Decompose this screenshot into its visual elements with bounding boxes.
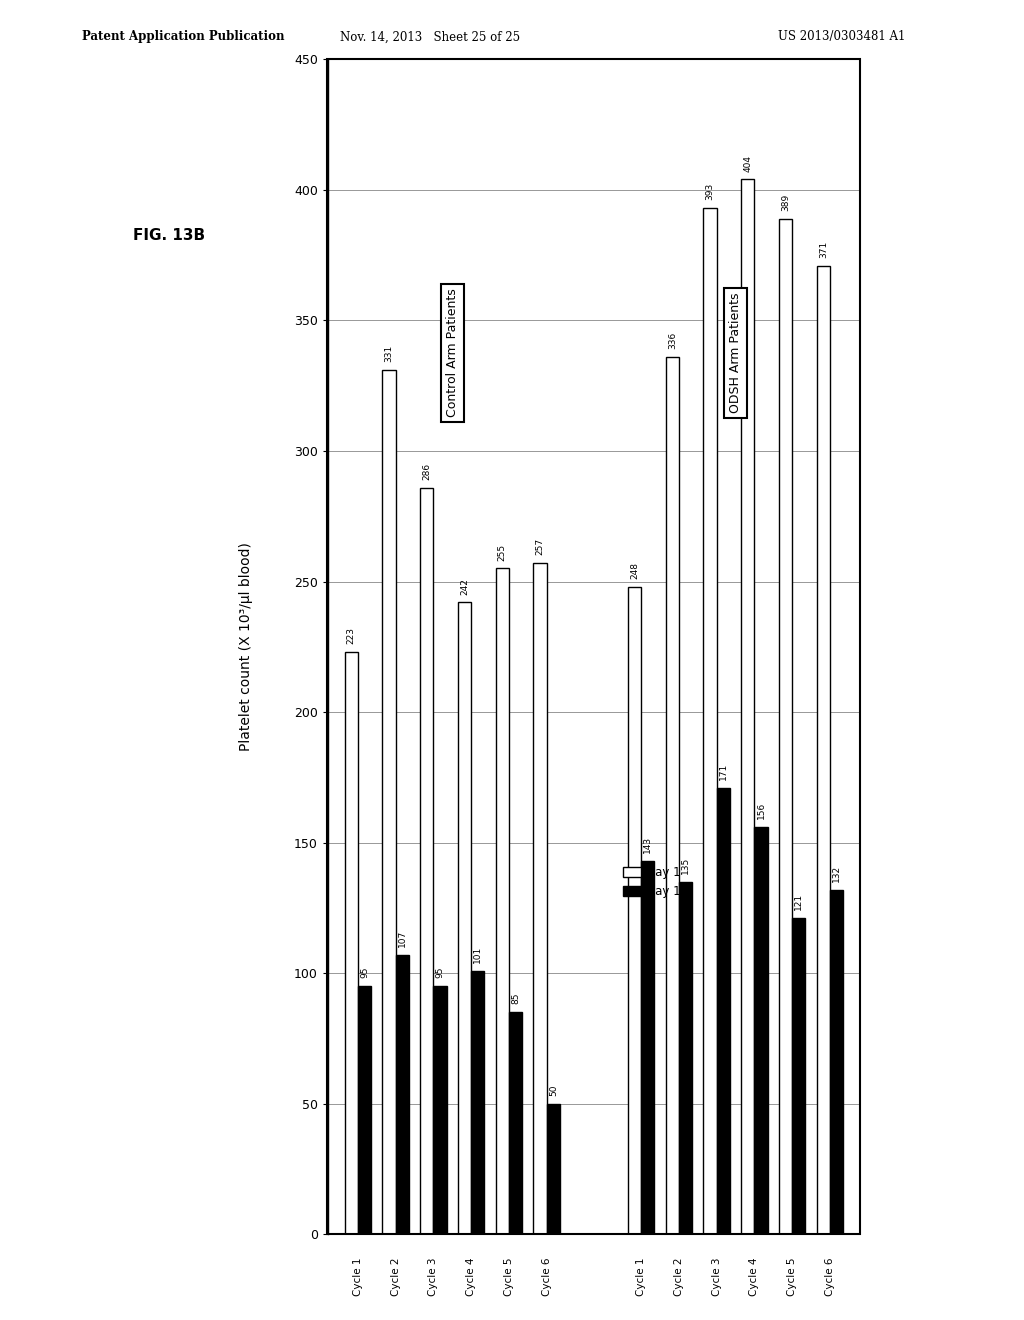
Text: Cycle 2: Cycle 2 <box>674 1258 684 1296</box>
Bar <box>345 652 358 1234</box>
Text: 404: 404 <box>743 154 753 172</box>
Text: 242: 242 <box>460 578 469 594</box>
Text: Cycle 4: Cycle 4 <box>466 1258 476 1296</box>
Text: 389: 389 <box>781 194 791 211</box>
Bar <box>755 826 768 1234</box>
Text: 85: 85 <box>511 993 520 1005</box>
Bar <box>458 602 471 1234</box>
Text: 248: 248 <box>630 562 639 579</box>
Text: Cycle 6: Cycle 6 <box>825 1258 835 1296</box>
Bar <box>509 1012 522 1234</box>
Bar <box>793 919 806 1234</box>
Text: 95: 95 <box>360 966 369 978</box>
Bar <box>703 209 717 1234</box>
Text: Cycle 6: Cycle 6 <box>542 1258 552 1296</box>
Text: Cycle 2: Cycle 2 <box>391 1258 400 1296</box>
Bar <box>641 861 654 1234</box>
Bar <box>471 970 484 1234</box>
Text: Cycle 5: Cycle 5 <box>504 1258 514 1296</box>
Bar <box>420 487 433 1234</box>
Text: 393: 393 <box>706 183 715 201</box>
Bar <box>395 954 409 1234</box>
Text: FIG. 13B: FIG. 13B <box>133 228 205 243</box>
Text: 255: 255 <box>498 544 507 561</box>
Text: Control Arm Patients: Control Arm Patients <box>445 289 459 417</box>
Bar <box>741 180 755 1234</box>
Text: 132: 132 <box>833 865 841 882</box>
Legend: Day 1, Day 15: Day 1, Day 15 <box>624 866 687 898</box>
Text: 336: 336 <box>668 331 677 350</box>
Text: 107: 107 <box>397 929 407 946</box>
Text: 121: 121 <box>795 894 803 911</box>
Text: 257: 257 <box>536 539 545 556</box>
Text: 101: 101 <box>473 945 482 962</box>
Text: 135: 135 <box>681 857 690 874</box>
Text: 286: 286 <box>422 462 431 479</box>
Text: Cycle 3: Cycle 3 <box>428 1258 438 1296</box>
Text: 95: 95 <box>435 966 444 978</box>
Bar <box>534 564 547 1234</box>
Text: Patent Application Publication: Patent Application Publication <box>82 30 285 44</box>
Text: Platelet count (X 10³/µl blood): Platelet count (X 10³/µl blood) <box>239 543 253 751</box>
Bar <box>779 219 793 1234</box>
Bar <box>717 788 730 1234</box>
Bar <box>382 370 395 1234</box>
Text: Cycle 1: Cycle 1 <box>353 1258 362 1296</box>
Text: ODSH Arm Patients: ODSH Arm Patients <box>729 293 742 413</box>
Bar <box>829 890 843 1234</box>
Bar <box>628 587 641 1234</box>
Text: Cycle 3: Cycle 3 <box>712 1258 722 1296</box>
Text: 331: 331 <box>385 345 393 362</box>
Bar <box>666 356 679 1234</box>
Bar <box>547 1104 560 1234</box>
Bar <box>496 569 509 1234</box>
Bar <box>433 986 446 1234</box>
Bar <box>679 882 692 1234</box>
Text: 171: 171 <box>719 763 728 780</box>
Text: Cycle 1: Cycle 1 <box>636 1258 646 1296</box>
Text: US 2013/0303481 A1: US 2013/0303481 A1 <box>778 30 905 44</box>
Text: 156: 156 <box>757 801 766 820</box>
Text: Cycle 4: Cycle 4 <box>750 1258 760 1296</box>
Text: 223: 223 <box>347 627 355 644</box>
Text: 50: 50 <box>549 1084 558 1096</box>
Bar <box>358 986 371 1234</box>
Bar <box>817 265 829 1234</box>
Text: 371: 371 <box>819 240 827 257</box>
Text: 143: 143 <box>643 836 652 853</box>
Text: Cycle 5: Cycle 5 <box>787 1258 797 1296</box>
Text: Nov. 14, 2013   Sheet 25 of 25: Nov. 14, 2013 Sheet 25 of 25 <box>340 30 520 44</box>
